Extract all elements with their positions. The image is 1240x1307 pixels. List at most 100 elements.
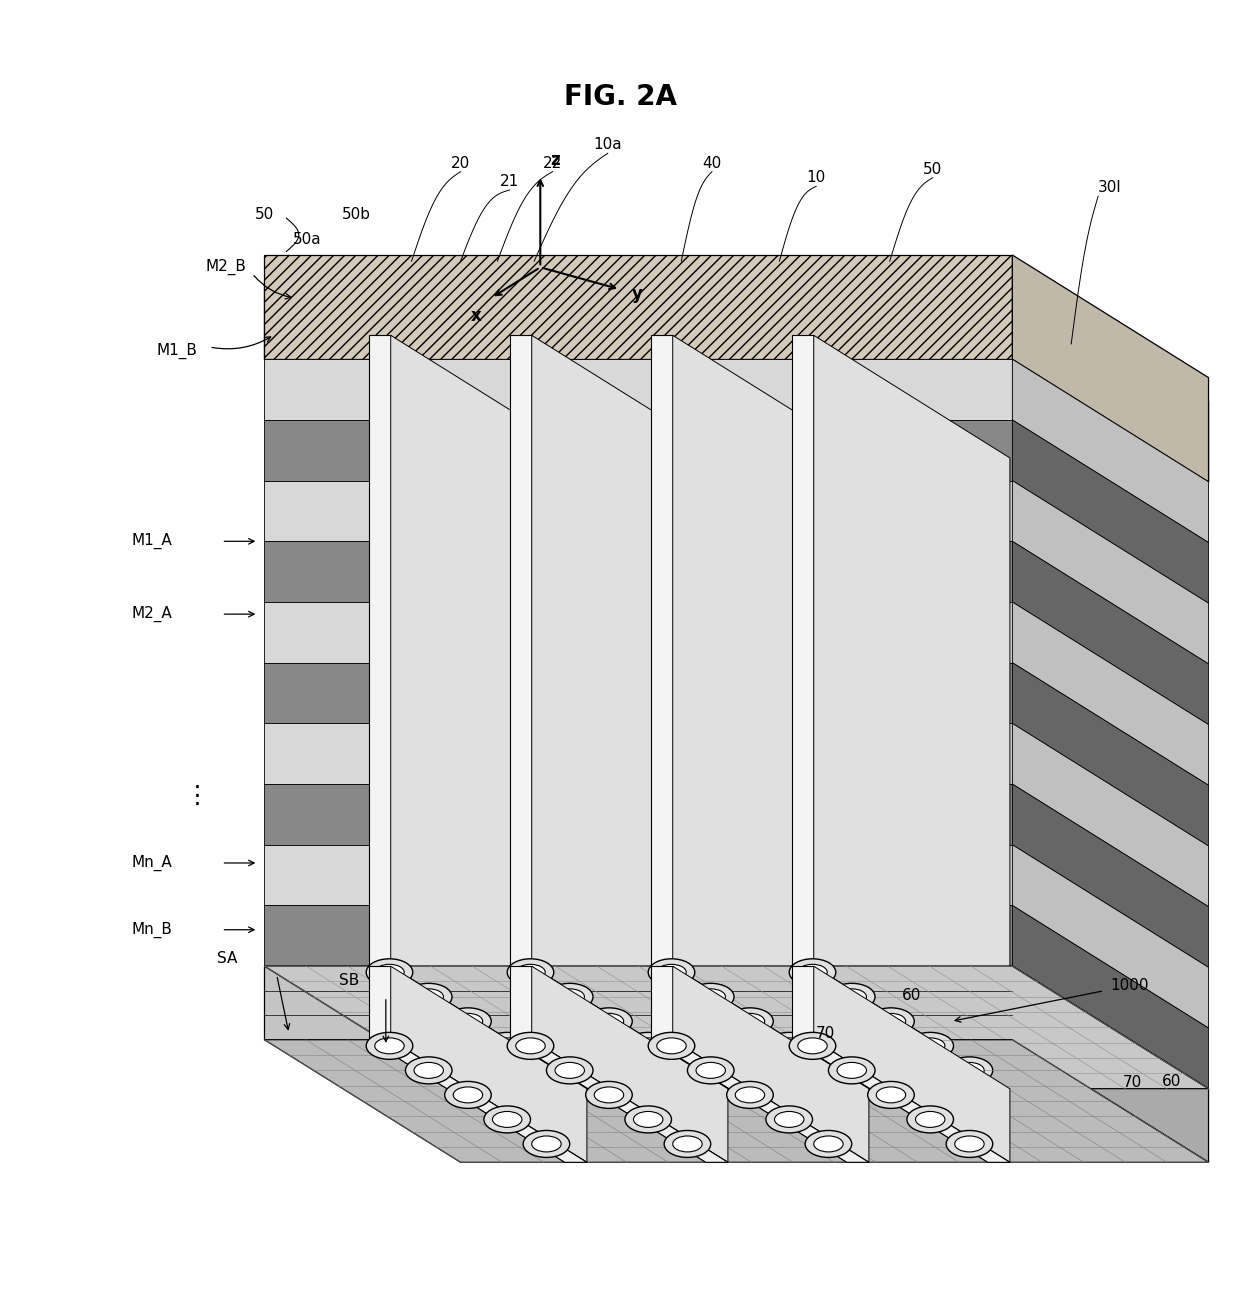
Ellipse shape [657, 965, 686, 980]
Ellipse shape [405, 1057, 453, 1084]
Polygon shape [510, 966, 728, 1089]
Polygon shape [1012, 280, 1209, 482]
Ellipse shape [775, 1038, 804, 1053]
Ellipse shape [727, 1008, 774, 1035]
Ellipse shape [906, 1033, 954, 1060]
Polygon shape [368, 1040, 587, 1162]
Polygon shape [391, 966, 587, 1162]
Ellipse shape [405, 983, 453, 1010]
Ellipse shape [445, 1008, 491, 1035]
Ellipse shape [366, 1033, 413, 1060]
Ellipse shape [955, 1063, 985, 1078]
Ellipse shape [634, 1111, 663, 1128]
Ellipse shape [507, 1033, 554, 1060]
Polygon shape [510, 966, 532, 1040]
Ellipse shape [813, 1136, 843, 1151]
Text: 50b: 50b [342, 207, 371, 222]
Text: y: y [632, 285, 644, 303]
Ellipse shape [673, 1063, 702, 1078]
Ellipse shape [868, 1081, 914, 1108]
Polygon shape [651, 1040, 869, 1162]
Ellipse shape [766, 1106, 812, 1133]
Ellipse shape [789, 1033, 836, 1060]
Polygon shape [391, 336, 587, 1089]
Ellipse shape [547, 1057, 593, 1084]
Ellipse shape [366, 959, 413, 985]
Ellipse shape [877, 1013, 905, 1030]
Ellipse shape [414, 1063, 444, 1078]
Ellipse shape [955, 1136, 985, 1151]
Polygon shape [368, 1040, 587, 1162]
Text: Mn_A: Mn_A [131, 855, 172, 870]
Ellipse shape [374, 1038, 404, 1053]
Polygon shape [1012, 966, 1209, 1162]
Polygon shape [1012, 603, 1209, 786]
Text: M2_B: M2_B [205, 259, 246, 276]
Polygon shape [368, 966, 391, 1040]
Polygon shape [264, 420, 1012, 481]
Polygon shape [264, 844, 1012, 906]
Text: 40: 40 [702, 156, 722, 170]
Polygon shape [673, 336, 869, 1089]
Ellipse shape [414, 989, 444, 1005]
Text: 1000: 1000 [1111, 978, 1149, 993]
Ellipse shape [687, 1057, 734, 1084]
Ellipse shape [766, 1033, 812, 1060]
Text: 50: 50 [923, 162, 942, 176]
Text: z: z [551, 152, 559, 169]
Ellipse shape [625, 1106, 672, 1133]
Text: 10a: 10a [594, 137, 622, 152]
Text: 30l: 30l [1099, 180, 1122, 195]
Text: 21: 21 [500, 174, 520, 190]
Polygon shape [1012, 663, 1209, 846]
Text: Mn_B: Mn_B [131, 921, 172, 938]
Ellipse shape [649, 1033, 694, 1060]
Ellipse shape [556, 1063, 584, 1078]
Polygon shape [368, 966, 587, 1089]
Ellipse shape [523, 1131, 569, 1158]
Polygon shape [264, 1040, 1209, 1162]
Text: 50a: 50a [293, 231, 321, 247]
Ellipse shape [516, 1038, 546, 1053]
Polygon shape [264, 280, 1012, 359]
Ellipse shape [915, 1038, 945, 1053]
Text: SB: SB [339, 974, 360, 988]
Ellipse shape [532, 1136, 562, 1151]
Polygon shape [651, 966, 869, 1089]
Ellipse shape [585, 1081, 632, 1108]
Polygon shape [791, 1040, 1009, 1162]
Ellipse shape [837, 1063, 867, 1078]
Text: 60: 60 [901, 988, 921, 1002]
Polygon shape [264, 541, 1012, 603]
Text: 10: 10 [806, 170, 826, 186]
Polygon shape [264, 723, 1012, 784]
Ellipse shape [696, 1063, 725, 1078]
Ellipse shape [735, 1087, 765, 1103]
Polygon shape [368, 336, 391, 966]
Polygon shape [264, 603, 1012, 663]
Ellipse shape [594, 1087, 624, 1103]
Polygon shape [368, 966, 587, 1089]
Polygon shape [264, 906, 1012, 966]
Polygon shape [813, 336, 1009, 1089]
Ellipse shape [445, 1081, 491, 1108]
Polygon shape [791, 966, 1009, 1089]
Polygon shape [264, 481, 1012, 541]
Text: M2_A: M2_A [131, 606, 172, 622]
Polygon shape [510, 1040, 728, 1162]
Text: M1_B: M1_B [156, 342, 197, 358]
Polygon shape [264, 663, 1012, 723]
Ellipse shape [797, 1038, 827, 1053]
Ellipse shape [454, 1087, 482, 1103]
Polygon shape [791, 1040, 1009, 1162]
Polygon shape [813, 966, 1009, 1162]
Ellipse shape [687, 983, 734, 1010]
Polygon shape [651, 966, 673, 1040]
Text: SA: SA [217, 951, 238, 966]
Ellipse shape [673, 1136, 702, 1151]
Text: 70: 70 [1122, 1076, 1142, 1090]
Ellipse shape [735, 1013, 765, 1030]
Polygon shape [791, 966, 813, 1040]
Ellipse shape [507, 959, 554, 985]
Ellipse shape [649, 959, 694, 985]
